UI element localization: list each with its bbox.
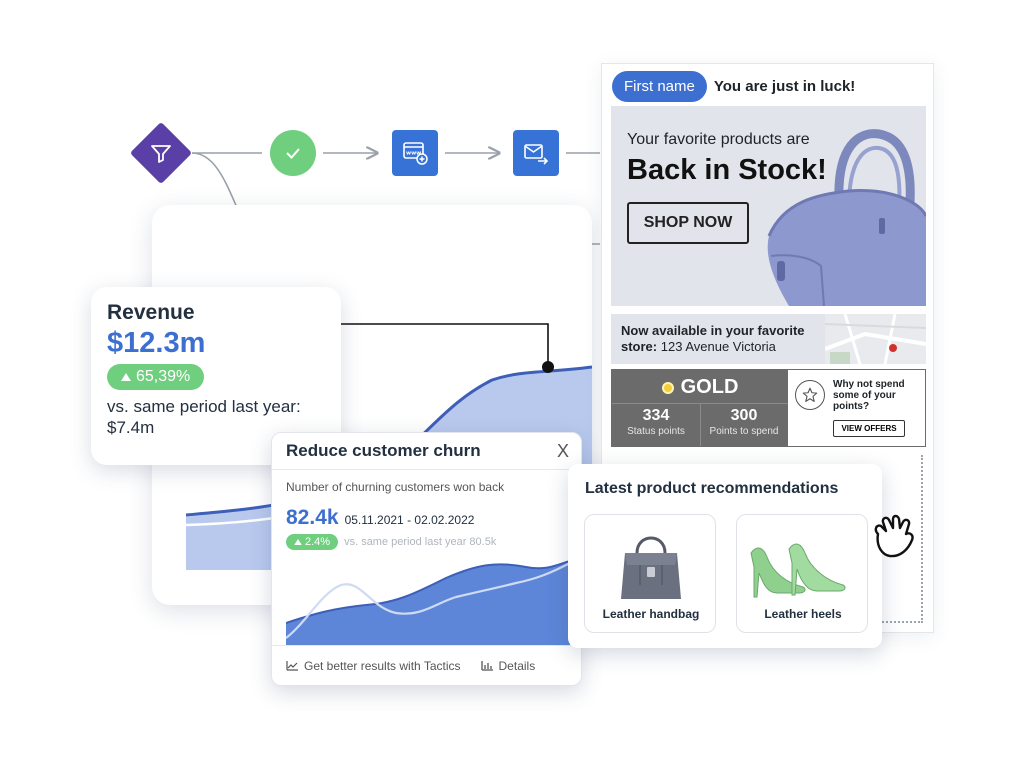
churn-value: 82.4k [286, 506, 339, 529]
product-name: Leather handbag [602, 607, 700, 621]
hero-subtitle: Your favorite products are [627, 131, 810, 148]
divider [700, 403, 701, 446]
churn-comparison: vs. same period last year 80.5k [344, 536, 497, 548]
points-to-spend-value: 300 [730, 407, 758, 424]
first-name-token[interactable]: First name [612, 71, 707, 102]
filter-diamond[interactable] [129, 121, 193, 185]
handbag-image [767, 129, 926, 306]
spend-points-text: Why not spend some of your points? [833, 379, 905, 412]
loyalty-status: GOLD 334 Status points 300 Points to spe… [612, 370, 788, 446]
churn-change-value: 2.4% [305, 536, 331, 548]
churn-kpi: 82.4k 05.11.2021 - 02.02.2022 [286, 506, 581, 530]
revenue-change-badge: 65,39% [107, 364, 205, 390]
recommendations-title: Latest product recommendations [585, 480, 839, 497]
check-icon [286, 148, 300, 159]
details-link[interactable]: Details [480, 658, 536, 673]
status-points-label: Status points [627, 426, 685, 437]
store-availability: Now available in your favorite store: 12… [611, 314, 926, 364]
revenue-comparison: vs. same period last year: $7.4m [107, 397, 301, 437]
browser-add-icon: www [403, 142, 428, 165]
loyalty-tier: GOLD [612, 376, 788, 399]
loyalty-tier-label: GOLD [680, 376, 739, 398]
grab-cursor-icon [874, 514, 914, 558]
churn-card: Reduce customer churn X Number of churni… [271, 432, 582, 686]
heels-icon [750, 543, 846, 598]
store-address: 123 Avenue Victoria [660, 339, 776, 354]
status-points-stat: 334 Status points [612, 407, 700, 437]
product-name: Leather heels [764, 607, 842, 621]
points-to-spend-label: Points to spend [709, 426, 779, 437]
shop-now-button[interactable]: SHOP NOW [627, 202, 749, 244]
hero-title: Back in Stock! [627, 154, 827, 186]
handbag-icon [621, 536, 681, 599]
tactics-link[interactable]: Get better results with Tactics [286, 659, 461, 673]
revenue-change-value: 65,39% [136, 368, 191, 385]
web-node[interactable]: www [392, 130, 438, 176]
triangle-up-icon [294, 539, 302, 545]
bar-chart-icon [480, 661, 493, 671]
loyalty-block: GOLD 334 Status points 300 Points to spe… [611, 369, 926, 447]
points-to-spend-stat: 300 Points to spend [700, 407, 788, 437]
email-send-node[interactable] [513, 130, 559, 176]
store-text-bold: Now available in your favorite store: [621, 323, 805, 354]
churn-trend: 2.4% vs. same period last year 80.5k [286, 534, 581, 550]
view-offers-button[interactable]: VIEW OFFERS [833, 420, 905, 437]
revenue-title: Revenue [107, 301, 195, 324]
star-icon [795, 380, 825, 410]
recommendations-card: Latest product recommendations Leather h… [568, 464, 882, 648]
check-node-top[interactable] [270, 130, 316, 176]
status-points-value: 334 [642, 407, 670, 424]
trend-chart-icon [286, 661, 298, 671]
close-button[interactable]: X [556, 440, 569, 461]
churn-date-range: 05.11.2021 - 02.02.2022 [344, 513, 475, 527]
tactics-link-label: Get better results with Tactics [304, 658, 461, 673]
churn-area-chart [286, 560, 570, 645]
map-pin-icon [889, 344, 897, 352]
details-link-label: Details [498, 658, 536, 673]
filter-icon [151, 145, 171, 163]
churn-card-footer: Get better results with Tactics Details [272, 645, 581, 685]
email-header: First name You are just in luck! [612, 71, 855, 102]
greeting-text: You are just in luck! [713, 78, 856, 95]
spend-points-prompt: Why not spend some of your points? VIEW … [788, 370, 925, 446]
churn-card-header: Reduce customer churn X [272, 433, 581, 470]
product-card-heels[interactable]: Leather heels [736, 514, 868, 633]
revenue-value: $12.3m [107, 327, 206, 359]
triangle-up-icon [121, 373, 131, 381]
churn-subtitle: Number of churning customers won back [286, 480, 505, 494]
churn-change-badge: 2.4% [286, 534, 339, 550]
gold-coin-icon [661, 381, 674, 394]
map-thumbnail[interactable] [825, 314, 926, 364]
product-card-handbag[interactable]: Leather handbag [584, 514, 716, 633]
mail-send-icon [524, 144, 549, 165]
svg-text:www: www [406, 151, 421, 157]
churn-title: Reduce customer churn [286, 441, 481, 460]
store-text: Now available in your favorite store: 12… [621, 323, 826, 355]
hero-banner: Your favorite products are Back in Stock… [611, 106, 926, 306]
